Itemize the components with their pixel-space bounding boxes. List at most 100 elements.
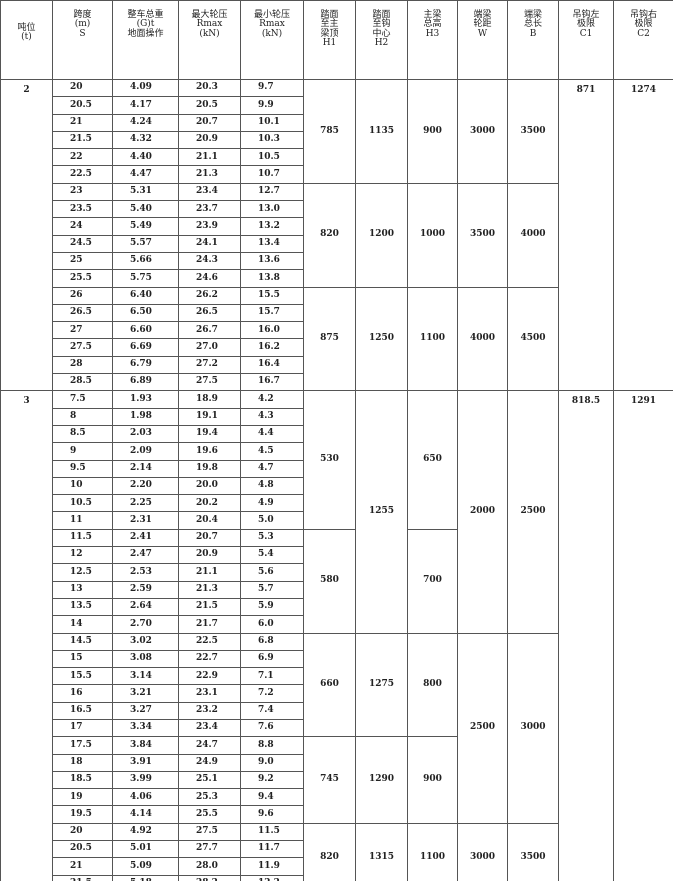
table-cell: 5.4 [240, 546, 304, 565]
table-cell: 4.09 [112, 78, 179, 98]
table-cell: 2000 [457, 390, 508, 634]
table-cell: 4.40 [112, 148, 179, 167]
table-cell: 3000 [457, 822, 508, 881]
table-cell: 2.03 [112, 424, 179, 444]
table-cell: 5.9 [240, 597, 304, 617]
table-cell: 4000 [507, 182, 559, 288]
table-cell: 1100 [407, 822, 458, 881]
table-cell: 23.7 [178, 200, 241, 219]
table-cell: 650 [407, 390, 458, 530]
table-cell: 2.09 [112, 442, 179, 461]
table-cell: 4.2 [240, 390, 304, 409]
table-cell: 5.57 [112, 234, 179, 253]
table-cell: 1255 [355, 390, 408, 634]
table-row: 20.5 5.01 27.7 11.7 [1, 840, 673, 859]
table-cell: 5.7 [240, 580, 304, 599]
table-cell: 25 [52, 251, 113, 271]
table-cell: 4.32 [112, 130, 179, 150]
table-cell: 12.2 [240, 874, 304, 881]
header-cell: 端梁 总长 B [507, 0, 559, 80]
table-cell: 22.9 [178, 667, 241, 686]
table-cell: 2.70 [112, 615, 179, 634]
table-cell: 12.5 [52, 563, 113, 582]
table-cell: 13.4 [240, 234, 304, 253]
table-cell: 20.2 [178, 494, 241, 513]
table-cell: 23.4 [178, 718, 241, 738]
table-cell: 26.2 [178, 286, 241, 305]
table-cell: 10.1 [240, 113, 304, 132]
table-cell: 21.7 [178, 615, 241, 634]
table-cell: 24 [52, 217, 113, 236]
table-row: 18 3.91 24.9 9.0 [1, 753, 673, 772]
table-cell: 4.7 [240, 459, 304, 478]
table-cell: 5.09 [112, 857, 179, 876]
table-row: 17 3.34 23.4 7.6 [1, 718, 673, 738]
table-row: 23.5 5.40 23.7 13.0 [1, 200, 673, 219]
table-cell: 1250 [355, 286, 408, 392]
table-cell: 3500 [507, 822, 559, 881]
table-cell: 10.5 [240, 148, 304, 167]
table-row: 25 5.66 24.3 13.6 [1, 251, 673, 271]
table-cell: 5.01 [112, 840, 179, 859]
table-cell: 9.4 [240, 788, 304, 807]
table-cell: 10.7 [240, 165, 304, 184]
table-cell: 13.0 [240, 200, 304, 219]
table-cell: 20.9 [178, 546, 241, 565]
table-cell: 4500 [507, 286, 559, 392]
table-cell: 5.31 [112, 182, 179, 202]
table-cell: 10.3 [240, 130, 304, 150]
table-cell: 6.60 [112, 321, 179, 340]
table-row: 17.5 3.84 24.7 8.8 745 1290 900 [1, 736, 673, 824]
table-cell: 21 [52, 857, 113, 876]
table-cell: 8 [52, 407, 113, 426]
table-row: 20.5 4.17 20.5 9.9 [1, 96, 673, 115]
table-cell: 6.50 [112, 303, 179, 323]
table-cell: 16.0 [240, 321, 304, 340]
table-cell: 17 [52, 718, 113, 738]
table-cell: 745 [303, 736, 356, 824]
table-cell: 24.1 [178, 234, 241, 253]
table-cell: 5.6 [240, 563, 304, 582]
table-cell: 22.5 [52, 165, 113, 184]
table-row: 14 2.70 21.7 6.0 [1, 615, 673, 634]
table-row: 26 6.40 26.2 15.5 875 1250 1100 4000 4500 [1, 286, 673, 392]
table-cell: 5.3 [240, 528, 304, 548]
table-cell: 4.8 [240, 476, 304, 496]
table-row: 10.5 2.25 20.2 4.9 [1, 494, 673, 513]
table-cell: 27.5 [52, 338, 113, 357]
table-cell: 4000 [457, 286, 508, 392]
table-row: 16.5 3.27 23.2 7.4 [1, 701, 673, 720]
table-cell: 21.5 [178, 597, 241, 617]
table-cell: 23.1 [178, 684, 241, 703]
table-cell: 14.5 [52, 632, 113, 651]
table-cell: 11 [52, 511, 113, 530]
table-cell: 3.99 [112, 770, 179, 790]
table-cell: 580 [303, 528, 356, 634]
table-cell: 15.7 [240, 303, 304, 323]
table-cell: 2.64 [112, 597, 179, 617]
table-cell: 24.3 [178, 251, 241, 271]
table-cell: 14 [52, 615, 113, 634]
table-cell: 1100 [407, 286, 458, 392]
table-cell: 17.5 [52, 736, 113, 755]
table-cell: 21.3 [178, 580, 241, 599]
table-cell: 19.1 [178, 407, 241, 426]
table-cell: 2.41 [112, 528, 179, 548]
table-row: 27 6.60 26.7 16.0 [1, 321, 673, 340]
table-cell: 13.2 [240, 217, 304, 236]
table-cell: 6.9 [240, 649, 304, 669]
header-cell: 吨位 (t) [0, 0, 53, 80]
table-cell: 20.7 [178, 113, 241, 132]
tonnage-cell: 3 [0, 390, 53, 881]
table-row: 22.5 4.47 21.3 10.7 [1, 165, 673, 184]
table-cell: 19.6 [178, 442, 241, 461]
table-cell: 6.89 [112, 373, 179, 392]
table-cell: 20.7 [178, 528, 241, 548]
table-cell: 11.9 [240, 857, 304, 876]
table-cell: 27 [52, 321, 113, 340]
table-cell: 660 [303, 632, 356, 738]
table-cell: 18 [52, 753, 113, 772]
table-cell: 27.7 [178, 840, 241, 859]
table-cell: 9.5 [52, 459, 113, 478]
table-cell: 4.92 [112, 822, 179, 842]
